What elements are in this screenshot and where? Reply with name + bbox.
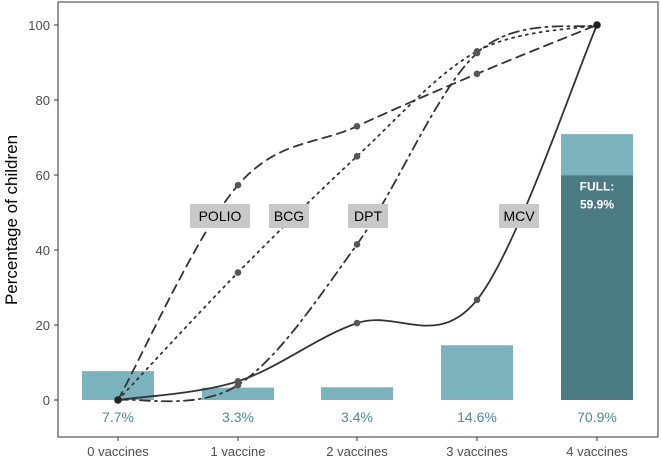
series-label-box-dpt [348,204,388,228]
bar-value-label: 7.7% [102,409,134,425]
bars-layer: FULL: 59.9% [82,134,633,400]
bar-3-vaccines [441,345,513,400]
shared-start-point [114,396,122,404]
y-axis: 0 20 40 60 80 100 [28,18,58,408]
series-point-bcg-2 [353,153,361,160]
series-point-polio-2 [353,123,361,130]
bar-value-label: 14.6% [457,409,497,425]
y-tick-label: 0 [43,393,50,408]
series-label-polio: POLIO [199,208,242,224]
series-point-polio-1 [234,181,242,189]
bar-value-label: 3.3% [222,409,254,425]
x-tick-label: 1 vaccine [211,444,266,459]
x-tick-label: 3 vaccines [446,444,508,459]
series-label-bcg: BCG [274,208,304,224]
bar-value-label: 3.4% [341,409,373,425]
series-label-box-polio [190,204,250,228]
y-tick-label: 100 [28,18,50,33]
series-label-box-bcg [269,204,309,228]
bar-value-label: 70.9% [577,409,617,425]
x-axis: 0 vaccines 1 vaccine 2 vaccines 3 vaccines 4… [87,437,628,459]
series-point-dpt-3 [473,49,481,57]
series-point-polio-3 [473,70,481,78]
series-label-mcv: MCV [503,208,535,224]
series-point-mcv-1 [234,378,242,385]
y-tick-label: 60 [36,168,50,183]
x-tick-label: 2 vaccines [326,444,388,459]
series-point-mcv-3 [473,296,481,304]
series-point-dpt-2 [353,241,361,248]
y-axis-label: Percentage of children [2,135,21,305]
bar-labels-layer: 7.7% 3.3% 3.4% 14.6% 70.9% [102,409,617,425]
full-label-title: FULL: [580,179,615,193]
series-labels-layer: POLIO BCG DPT MCV [190,204,539,228]
x-tick-label: 0 vaccines [87,444,149,459]
series-label-box-mcv [499,204,539,228]
series-line-polio [117,24,598,401]
y-tick-label: 20 [36,318,50,333]
y-tick-label: 40 [36,243,50,258]
y-tick-label: 80 [36,93,50,108]
bar-2-vaccines [321,387,393,400]
shared-end-point [593,21,601,29]
series-point-bcg-1 [234,269,242,276]
points-layer [114,21,601,404]
series-point-mcv-2 [353,319,361,327]
bar-0-vaccines [82,371,154,400]
x-tick-label: 4 vaccines [566,444,628,459]
series-line-mcv [117,24,598,401]
series-line-bcg [117,24,598,401]
series-label-dpt: DPT [354,208,382,224]
full-label-value: 59.9% [580,197,614,211]
bar-full-coverage [561,175,633,400]
bar-1-vaccine [202,387,274,400]
